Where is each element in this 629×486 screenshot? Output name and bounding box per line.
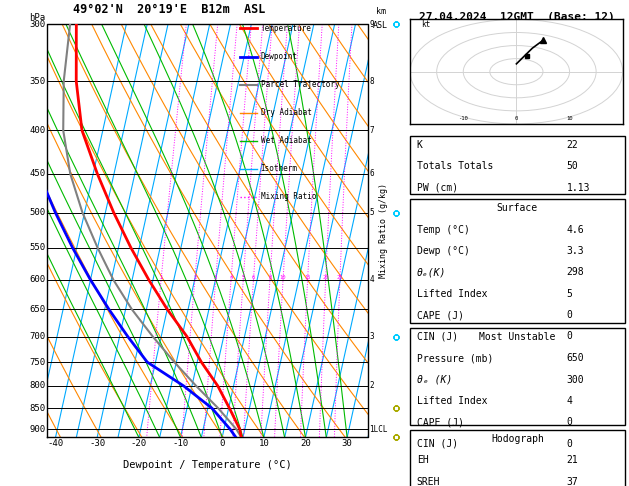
Text: 600: 600 xyxy=(30,276,45,284)
Text: Totals Totals: Totals Totals xyxy=(417,161,493,172)
Text: 5: 5 xyxy=(370,208,374,217)
Text: Mixing Ratio (g/kg): Mixing Ratio (g/kg) xyxy=(379,183,388,278)
Text: 20: 20 xyxy=(322,275,329,280)
Text: 10: 10 xyxy=(566,116,573,122)
Text: kt: kt xyxy=(421,20,430,29)
Text: Lifted Index: Lifted Index xyxy=(417,289,487,299)
Text: 650: 650 xyxy=(30,305,45,314)
Text: Dry Adiabat: Dry Adiabat xyxy=(260,108,311,117)
Text: 5: 5 xyxy=(567,289,572,299)
Text: 300: 300 xyxy=(567,375,584,385)
Text: CAPE (J): CAPE (J) xyxy=(417,417,464,428)
Text: Lifted Index: Lifted Index xyxy=(417,396,487,406)
Text: Dewpoint / Temperature (°C): Dewpoint / Temperature (°C) xyxy=(123,460,292,470)
Text: -40: -40 xyxy=(47,439,64,449)
Text: CAPE (J): CAPE (J) xyxy=(417,310,464,320)
Text: 650: 650 xyxy=(567,353,584,364)
Text: 700: 700 xyxy=(30,332,45,341)
Text: 2: 2 xyxy=(193,275,196,280)
Text: 8: 8 xyxy=(370,77,374,86)
Text: EH: EH xyxy=(417,455,428,466)
Text: 0: 0 xyxy=(567,310,572,320)
Text: 350: 350 xyxy=(30,77,45,86)
Text: Pressure (mb): Pressure (mb) xyxy=(417,353,493,364)
Bar xyxy=(410,328,625,425)
Text: Temperature: Temperature xyxy=(260,24,311,33)
Text: 550: 550 xyxy=(30,243,45,252)
Text: K: K xyxy=(417,140,423,150)
Text: -10: -10 xyxy=(459,116,468,122)
Text: 0: 0 xyxy=(220,439,225,449)
Text: Surface: Surface xyxy=(497,203,538,213)
Text: Parcel Trajectory: Parcel Trajectory xyxy=(260,80,339,89)
Text: θₑ(K): θₑ(K) xyxy=(417,267,446,278)
Text: 15: 15 xyxy=(304,275,311,280)
Text: 0: 0 xyxy=(515,116,518,122)
Text: km: km xyxy=(376,7,386,16)
Text: ASL: ASL xyxy=(373,21,388,31)
Text: Dewp (°C): Dewp (°C) xyxy=(417,246,470,256)
Text: 750: 750 xyxy=(30,358,45,366)
Text: Mixing Ratio: Mixing Ratio xyxy=(260,192,316,202)
Text: 10: 10 xyxy=(259,439,269,449)
Text: 0: 0 xyxy=(567,417,572,428)
Text: 21: 21 xyxy=(567,455,578,466)
Text: -30: -30 xyxy=(89,439,105,449)
Text: 49°02'N  20°19'E  B12m  ASL: 49°02'N 20°19'E B12m ASL xyxy=(73,3,265,16)
Text: 0: 0 xyxy=(567,439,572,449)
Text: 450: 450 xyxy=(30,169,45,178)
Text: 1LCL: 1LCL xyxy=(370,425,388,434)
Text: 6: 6 xyxy=(252,275,255,280)
Text: 1: 1 xyxy=(159,275,163,280)
Text: hPa: hPa xyxy=(30,13,45,22)
Text: -20: -20 xyxy=(131,439,147,449)
Text: 800: 800 xyxy=(30,382,45,390)
Text: 8: 8 xyxy=(269,275,272,280)
Text: SREH: SREH xyxy=(417,477,440,486)
Text: 20: 20 xyxy=(300,439,311,449)
Text: PW (cm): PW (cm) xyxy=(417,183,458,193)
Text: Dewpoint: Dewpoint xyxy=(260,52,298,61)
Text: Most Unstable: Most Unstable xyxy=(479,332,555,342)
Text: 3: 3 xyxy=(214,275,217,280)
Text: 7: 7 xyxy=(370,126,374,135)
Text: 4: 4 xyxy=(230,275,233,280)
Text: 300: 300 xyxy=(30,20,45,29)
Text: 9: 9 xyxy=(370,20,374,29)
Text: 3: 3 xyxy=(370,332,374,341)
Text: 5: 5 xyxy=(242,275,245,280)
Text: Isotherm: Isotherm xyxy=(260,164,298,174)
Text: 0: 0 xyxy=(567,331,572,342)
Text: Hodograph: Hodograph xyxy=(491,434,544,444)
Text: 50: 50 xyxy=(567,161,578,172)
Bar xyxy=(410,199,625,323)
Text: 22: 22 xyxy=(567,140,578,150)
Text: -10: -10 xyxy=(172,439,189,449)
Text: CIN (J): CIN (J) xyxy=(417,439,458,449)
Text: 37: 37 xyxy=(567,477,578,486)
Text: 2: 2 xyxy=(370,382,374,390)
Text: 27.04.2024  12GMT  (Base: 12): 27.04.2024 12GMT (Base: 12) xyxy=(420,12,615,22)
Text: 4: 4 xyxy=(370,276,374,284)
Text: 850: 850 xyxy=(30,404,45,413)
Text: 298: 298 xyxy=(567,267,584,278)
Text: 6: 6 xyxy=(370,169,374,178)
Text: 3.3: 3.3 xyxy=(567,246,584,256)
Text: 500: 500 xyxy=(30,208,45,217)
Text: 1.13: 1.13 xyxy=(567,183,590,193)
Bar xyxy=(410,136,625,194)
Text: 400: 400 xyxy=(30,126,45,135)
Text: 4.6: 4.6 xyxy=(567,225,584,235)
Text: 10: 10 xyxy=(280,275,286,280)
Text: 4: 4 xyxy=(567,396,572,406)
Text: Wet Adiabat: Wet Adiabat xyxy=(260,136,311,145)
Text: 25: 25 xyxy=(337,275,343,280)
Text: 30: 30 xyxy=(342,439,352,449)
Text: CIN (J): CIN (J) xyxy=(417,331,458,342)
Text: Temp (°C): Temp (°C) xyxy=(417,225,470,235)
Text: θₑ (K): θₑ (K) xyxy=(417,375,452,385)
Bar xyxy=(410,430,625,486)
Text: 900: 900 xyxy=(30,425,45,434)
